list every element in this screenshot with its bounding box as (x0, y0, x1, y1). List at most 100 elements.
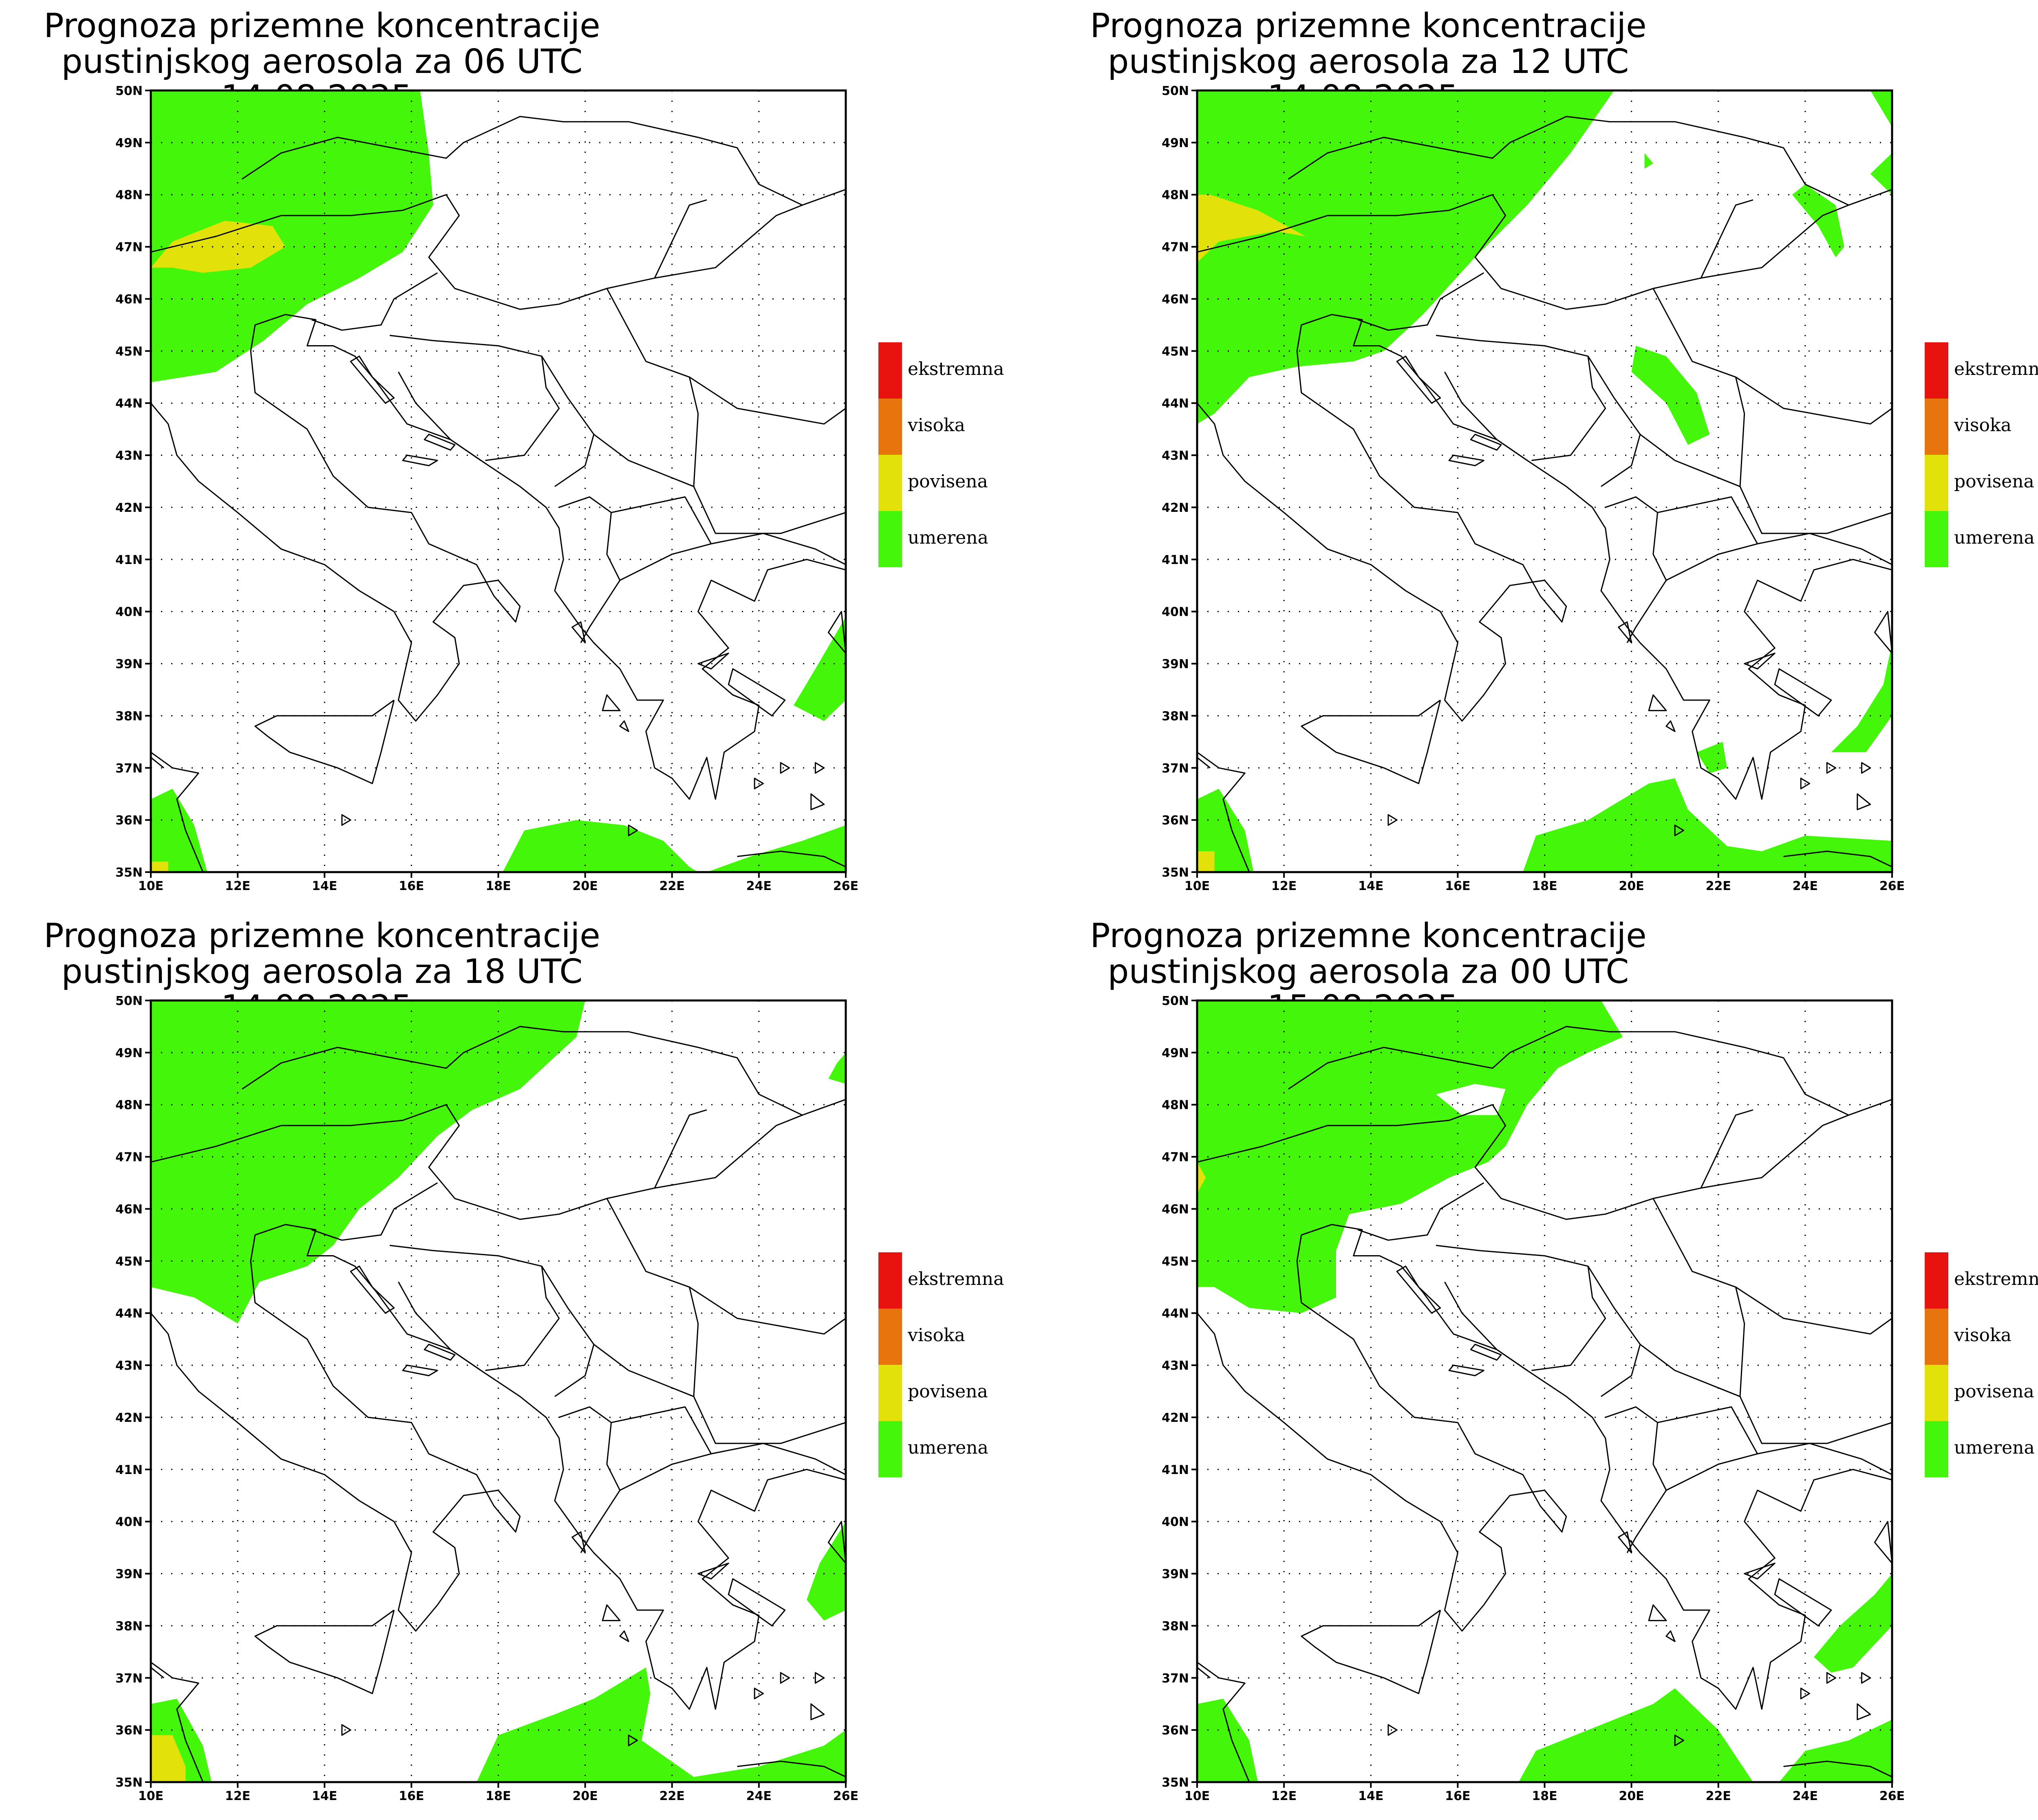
country-border (1739, 1396, 1892, 1444)
area-umerena (151, 90, 433, 383)
y-tick-label: 47N (115, 1150, 143, 1165)
country-border (1436, 335, 1606, 461)
area-umerena (1779, 1719, 1892, 1782)
title-line-1: Prognoza prizemne koncentracije (44, 7, 600, 45)
y-tick-label: 37N (115, 761, 143, 776)
x-tick-label: 12E (225, 879, 250, 893)
island (1874, 611, 1892, 654)
y-tick-label: 50N (115, 994, 143, 1008)
y-tick-label: 50N (1162, 994, 1189, 1008)
coastline (151, 757, 164, 769)
legend-label-ekstremna: ekstremna (1954, 1269, 2038, 1289)
country-border (593, 288, 699, 487)
country-border (693, 486, 846, 534)
area-umerena (707, 825, 846, 872)
island (602, 694, 621, 712)
y-tick-label: 45N (1162, 1254, 1189, 1269)
area-umerena (151, 1000, 585, 1324)
area-umerena (1197, 90, 1614, 424)
island (1861, 762, 1871, 774)
x-tick-label: 16E (1445, 879, 1470, 893)
y-tick-label: 39N (115, 1567, 143, 1582)
y-tick-label: 36N (115, 1723, 143, 1738)
legend-swatch-visoka (1925, 399, 1948, 455)
island (1800, 778, 1810, 789)
area-umerena (476, 1667, 846, 1782)
country-border (1288, 116, 1892, 206)
country-border (1735, 377, 1892, 425)
legend-swatch-povisena (878, 1365, 902, 1421)
country-border (1605, 1406, 1667, 1553)
y-tick-label: 38N (1162, 1619, 1189, 1633)
y-tick-label: 44N (1162, 1307, 1189, 1321)
map-figure: 10E 12E 14E 16E 18E 20E 22E 24E 26E 35N 36N 37N 38N 3… (1162, 84, 2038, 893)
x-tick-label: 24E (746, 1789, 772, 1803)
island (628, 824, 638, 836)
legend-label-visoka: visoka (907, 1325, 965, 1346)
y-tick-label: 36N (115, 813, 143, 828)
island (814, 1672, 825, 1684)
y-tick-label: 47N (115, 240, 143, 255)
country-border (620, 1443, 846, 1491)
coastline (254, 699, 395, 784)
country-border (1666, 1443, 1892, 1491)
country-border (654, 204, 803, 279)
country-border (1735, 1287, 1892, 1335)
country-border (151, 194, 447, 253)
forecast-panel-06utc: Prognoza prizemne koncentracije pustinjs… (0, 0, 1046, 910)
y-tick-label: 35N (115, 866, 143, 880)
x-tick-label: 26E (833, 879, 858, 893)
country-border (611, 1406, 712, 1454)
legend-label-visoka: visoka (1954, 1325, 2012, 1346)
island (423, 1344, 456, 1361)
area-povisena (151, 1735, 186, 1782)
island (341, 1724, 351, 1736)
island (602, 1604, 621, 1622)
island (1744, 1562, 1776, 1580)
geography (1197, 116, 1892, 872)
y-tick-label: 39N (1162, 657, 1189, 672)
y-tick-label: 44N (1162, 397, 1189, 411)
island (341, 814, 351, 826)
x-tick-label: 22E (1706, 879, 1731, 893)
area-umerena (1197, 789, 1254, 872)
island (1648, 694, 1667, 712)
graticule (151, 90, 846, 872)
aerosol-areas (1197, 90, 1892, 872)
legend-label-visoka: visoka (907, 415, 965, 436)
y-tick-label: 47N (1162, 240, 1189, 255)
coastline (1197, 1667, 1211, 1679)
island (1774, 1578, 1832, 1626)
y-tick-label: 40N (115, 1515, 143, 1529)
geography (151, 116, 846, 872)
island (1448, 1364, 1484, 1377)
y-tick-label: 49N (1162, 1046, 1189, 1060)
country-border (559, 496, 621, 643)
legend-label-umerena: umerena (908, 527, 988, 548)
island (754, 1688, 764, 1699)
y-tick-label: 40N (1162, 1515, 1189, 1529)
area-povisena (151, 220, 286, 273)
legend-label-umerena: umerena (1954, 527, 2035, 548)
legend-swatch-ekstremna (878, 1252, 902, 1309)
y-tick-label: 48N (115, 1098, 143, 1113)
graticule (151, 1000, 846, 1782)
x-tick-label: 20E (573, 1789, 598, 1803)
legend-swatch-povisena (1925, 1365, 1948, 1421)
area-umerena (1696, 742, 1727, 773)
island (1387, 814, 1398, 826)
y-tick-label: 44N (115, 397, 143, 411)
x-tick-label: 26E (1879, 1789, 1905, 1803)
y-tick-label: 43N (1162, 449, 1189, 463)
x-tick-label: 18E (1532, 879, 1557, 893)
country-border (559, 1406, 621, 1553)
area-clear (1436, 1084, 1506, 1115)
x-tick-label: 12E (1271, 1789, 1297, 1803)
y-tick-label: 41N (115, 553, 143, 567)
country-border (1288, 1026, 1892, 1116)
island (1448, 454, 1484, 467)
coastline (737, 1761, 846, 1778)
island (827, 1521, 846, 1564)
coastline (1197, 757, 1211, 769)
x-tick-label: 22E (659, 879, 685, 893)
